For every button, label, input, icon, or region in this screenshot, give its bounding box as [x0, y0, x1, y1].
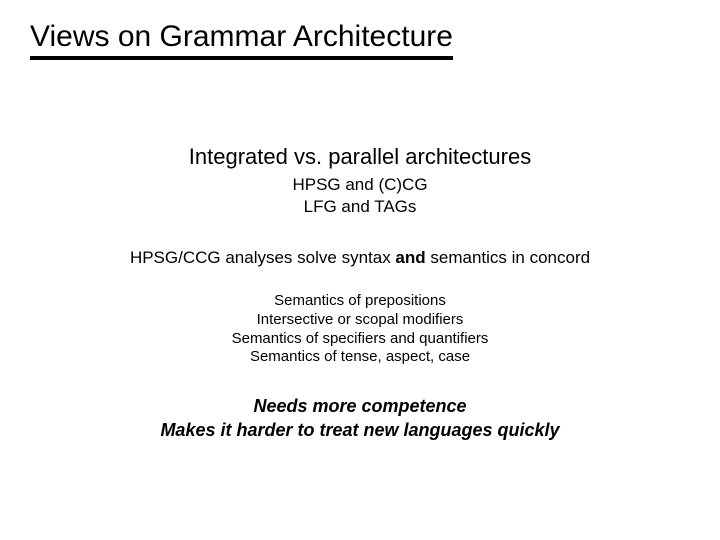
concord-and: and [395, 248, 425, 267]
sem-item-4: Semantics of tense, aspect, case [30, 348, 690, 367]
framework-lines: HPSG and (C)CG LFG and TAGs [30, 174, 690, 218]
framework-line-1: HPSG and (C)CG [30, 174, 690, 196]
footer-block: Needs more competence Makes it harder to… [30, 395, 690, 442]
semantics-list: Semantics of prepositions Intersective o… [30, 292, 690, 367]
sem-item-1: Semantics of prepositions [30, 292, 690, 311]
footer-line-1: Needs more competence [30, 395, 690, 418]
section-subtitle: Integrated vs. parallel architectures [30, 144, 690, 170]
footer-line-2: Makes it harder to treat new languages q… [30, 419, 690, 442]
concord-pre: HPSG/CCG analyses solve syntax [130, 248, 395, 267]
concord-line: HPSG/CCG analyses solve syntax and seman… [30, 248, 690, 268]
title-text: Views on Grammar Architecture [30, 20, 453, 60]
slide: Views on Grammar Architecture Integrated… [0, 0, 720, 540]
concord-post: semantics in concord [426, 248, 590, 267]
framework-line-2: LFG and TAGs [30, 196, 690, 218]
sem-item-2: Intersective or scopal modifiers [30, 311, 690, 330]
sem-item-3: Semantics of specifiers and quantifiers [30, 330, 690, 349]
slide-title: Views on Grammar Architecture [30, 20, 690, 64]
